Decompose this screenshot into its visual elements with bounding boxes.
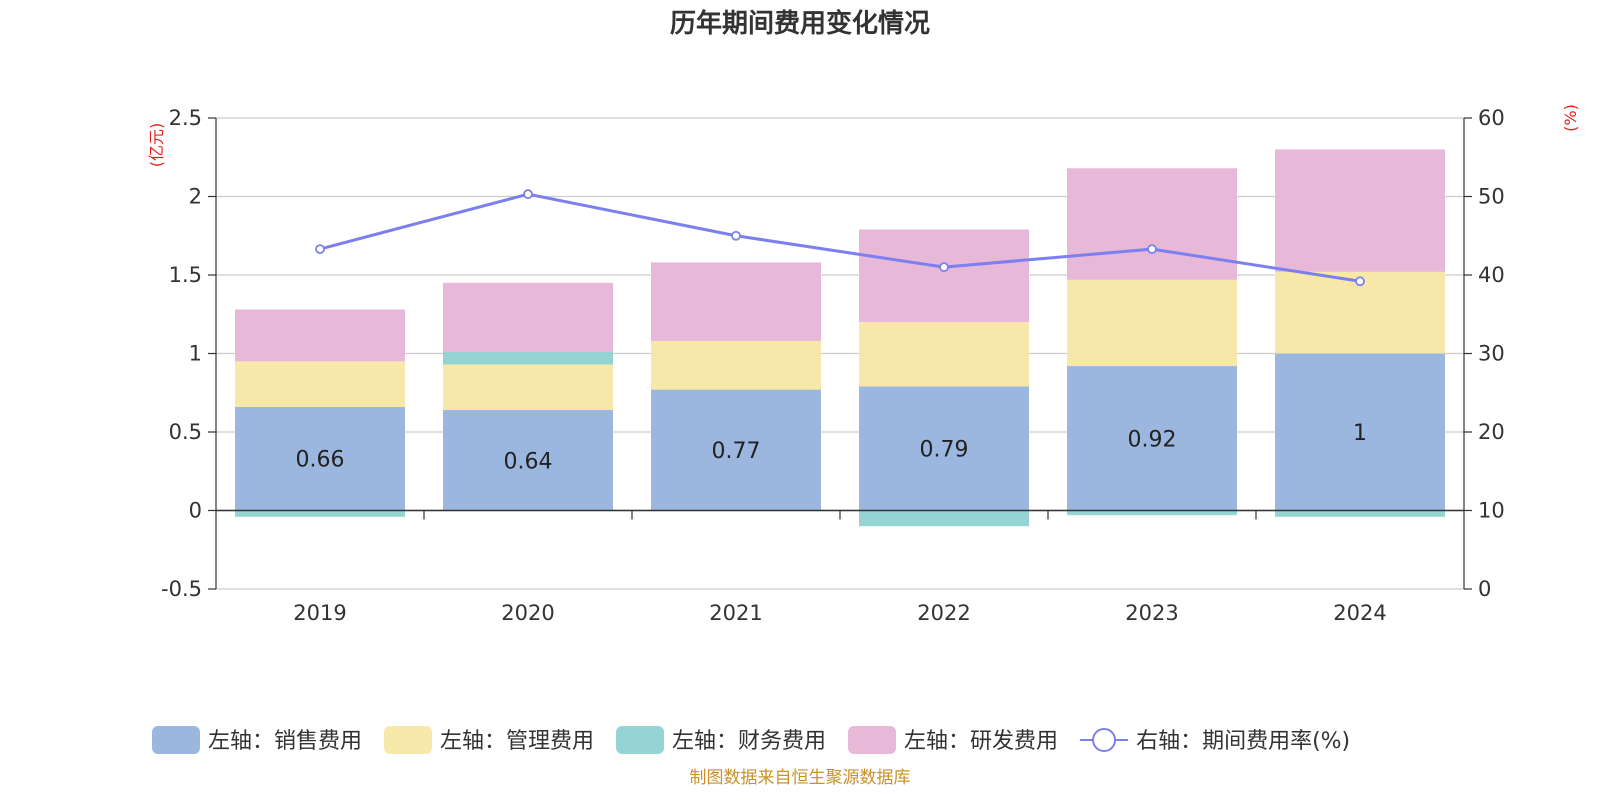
left-tick-label: 2.5	[169, 106, 202, 130]
legend-swatch	[848, 726, 897, 754]
legend-swatch	[152, 726, 200, 754]
bar-segment	[1067, 279, 1237, 367]
right-tick-label: 30	[1478, 342, 1505, 366]
bar-segment	[235, 361, 405, 407]
legend-label: 左轴：管理费用	[440, 729, 594, 754]
bar-value-label: 0.66	[296, 448, 345, 473]
right-axis-unit: (%)	[1561, 104, 1580, 132]
bar-segment	[443, 282, 613, 352]
bar-segment	[235, 309, 405, 362]
left-tick-label: 2	[189, 185, 202, 209]
legend-label: 左轴：销售费用	[208, 729, 362, 754]
bar-segment	[1275, 510, 1445, 517]
rate-line	[315, 189, 1365, 287]
bar-value-label: 1	[1353, 421, 1367, 446]
bar-segment	[235, 406, 405, 511]
right-tick-label: 60	[1478, 106, 1505, 130]
legend-marker	[1092, 728, 1117, 752]
bar-segment	[443, 410, 613, 511]
chart-title: 历年期间费用变化情况	[670, 8, 930, 39]
bar-segment	[651, 389, 821, 511]
category-label: 2022	[917, 601, 970, 625]
category-label: 2019	[293, 601, 346, 625]
left-tick-label: -0.5	[161, 577, 202, 601]
left-tick-label: 0	[189, 499, 202, 523]
left-tick-label: 0.5	[169, 420, 202, 444]
source-note: 制图数据来自恒生聚源数据库	[690, 768, 911, 788]
bar-segment	[1275, 149, 1445, 272]
legend-label: 右轴：期间费用率(%)	[1136, 729, 1350, 754]
bar-segment	[1067, 510, 1237, 516]
legend-label: 左轴：研发费用	[904, 729, 1058, 754]
bar-segment	[1275, 353, 1445, 511]
category-label: 2021	[709, 601, 762, 625]
legend-swatch	[384, 726, 433, 754]
right-tick-label: 40	[1478, 263, 1505, 287]
bar-value-label: 0.64	[504, 449, 553, 474]
axes: -0.5 0 0.5 1 1.5 2 2.5 0 10 20 30 40 50 60 2019 2020 202…	[161, 106, 1505, 625]
bar-value-label: 0.92	[1128, 427, 1177, 452]
bar-segment	[443, 364, 613, 411]
legend-swatch	[616, 726, 665, 754]
right-tick-label: 50	[1478, 185, 1505, 209]
category-label: 2020	[501, 601, 554, 625]
bar-segment	[859, 229, 1029, 323]
data-labels: 0.66 0.64 0.77 0.79 0.92 1	[296, 421, 1367, 474]
bar-segment	[651, 340, 821, 390]
category-label: 2023	[1125, 601, 1178, 625]
bar-segment	[1067, 168, 1237, 280]
rate-point	[731, 230, 741, 241]
left-tick-label: 1.5	[169, 263, 202, 287]
rate-point	[523, 189, 533, 200]
bars	[235, 149, 1445, 527]
bar-segment	[859, 386, 1029, 511]
legend: 左轴：销售费用 左轴：管理费用 左轴：财务费用 左轴：研发费用 右轴：期间费用率(%)	[152, 726, 1350, 754]
bar-segment	[235, 510, 405, 517]
rate-point	[939, 262, 949, 273]
right-tick-label: 0	[1478, 577, 1491, 601]
bar-value-label: 0.77	[712, 439, 761, 464]
bar-segment	[859, 510, 1029, 527]
rate-line-path	[319, 192, 1361, 283]
bar-segment	[651, 262, 821, 341]
rate-point	[1355, 276, 1365, 287]
bar-segment	[859, 322, 1029, 387]
bar-segment	[1067, 366, 1237, 511]
legend-label: 左轴：财务费用	[672, 729, 826, 754]
rate-point	[315, 244, 325, 254]
left-axis-unit: (亿元)	[147, 123, 166, 168]
bar-segment	[443, 351, 613, 365]
category-label: 2024	[1333, 601, 1386, 625]
rate-point	[1147, 244, 1157, 254]
right-tick-label: 20	[1478, 420, 1505, 444]
bar-value-label: 0.79	[920, 437, 969, 462]
left-tick-label: 1	[189, 342, 202, 366]
right-tick-label: 10	[1478, 499, 1505, 523]
